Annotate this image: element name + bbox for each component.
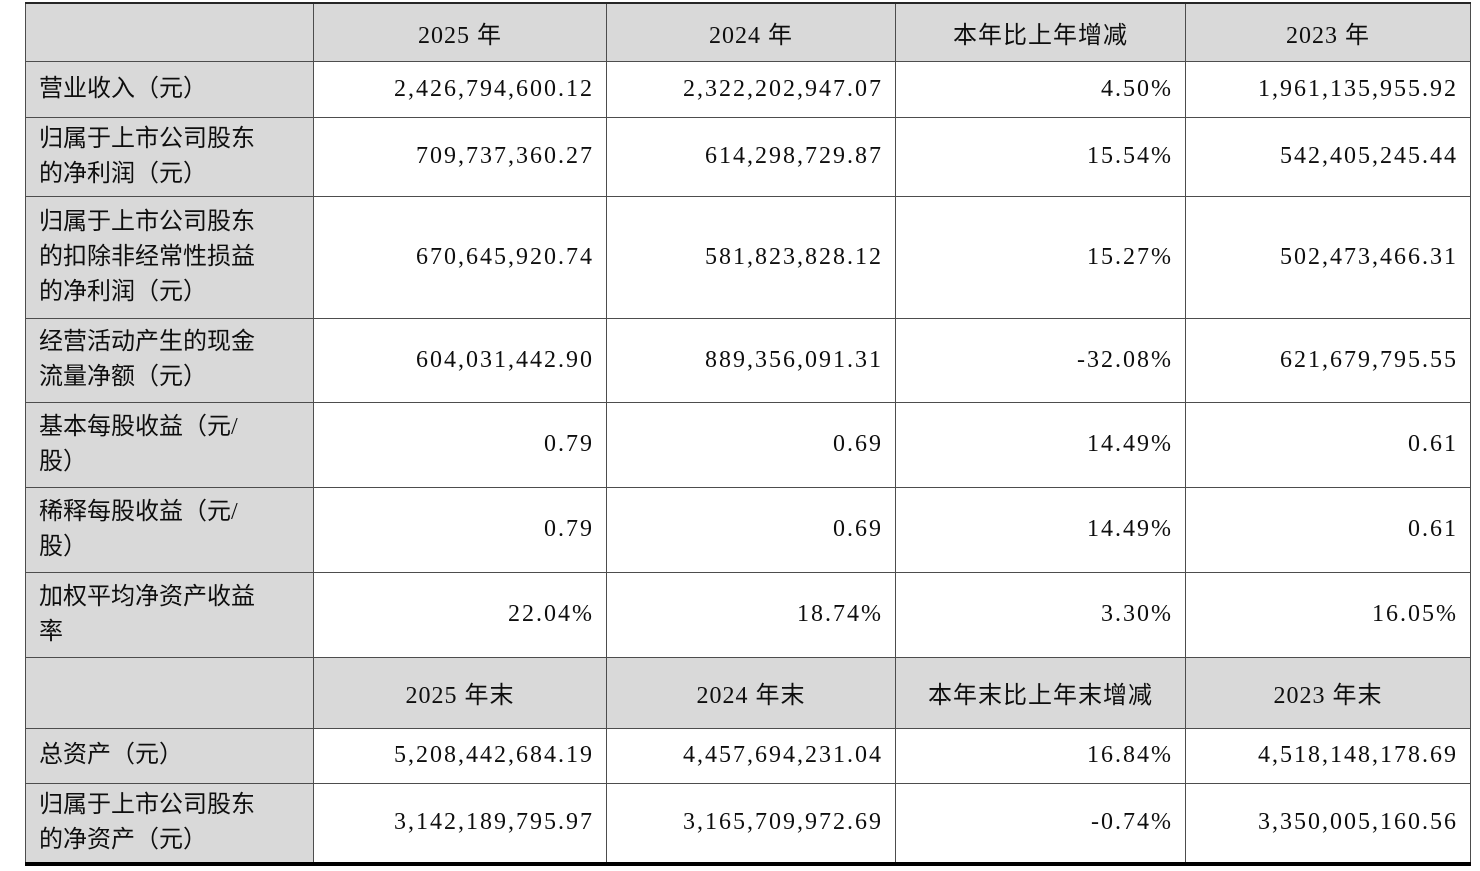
row-label: 稀释每股收益（元/ 股） <box>25 486 314 573</box>
value-cell: 3,142,189,795.97 <box>313 782 607 864</box>
value-cell: 5,208,442,684.19 <box>313 727 607 784</box>
value-cell: -0.74% <box>895 782 1186 864</box>
table-row-operating-cash-flow: 经营活动产生的现金 流量净额（元） 604,031,442.90 889,356… <box>25 317 1471 403</box>
value-cell: 18.74% <box>606 571 896 658</box>
row-label: 经营活动产生的现金 流量净额（元） <box>25 317 314 403</box>
table-row-total-assets: 总资产（元） 5,208,442,684.19 4,457,694,231.04… <box>25 727 1471 784</box>
row-label: 归属于上市公司股东 的净利润（元） <box>25 116 314 197</box>
value-cell: 16.05% <box>1185 571 1471 658</box>
table-row-revenue: 营业收入（元） 2,426,794,600.12 2,322,202,947.0… <box>25 60 1471 118</box>
table-row-net-profit-excl-nonrecurring: 归属于上市公司股东 的扣除非经常性损益 的净利润（元） 670,645,920.… <box>25 195 1471 319</box>
financial-summary-table: 2025 年 2024 年 本年比上年增减 2023 年 营业收入（元） 2,4… <box>25 2 1471 866</box>
row-label: 加权平均净资产收益 率 <box>25 571 314 658</box>
value-cell: 2,426,794,600.12 <box>313 60 607 118</box>
value-cell: 4,457,694,231.04 <box>606 727 896 784</box>
value-cell: 542,405,245.44 <box>1185 116 1471 197</box>
value-cell: 1,961,135,955.92 <box>1185 60 1471 118</box>
corner-cell <box>25 656 314 729</box>
value-cell: 15.27% <box>895 195 1186 319</box>
value-cell: 670,645,920.74 <box>313 195 607 319</box>
value-cell: 604,031,442.90 <box>313 317 607 403</box>
value-cell: 0.69 <box>606 401 896 488</box>
column-header-2025: 2025 年 <box>313 2 607 62</box>
value-cell: 15.54% <box>895 116 1186 197</box>
value-cell: 889,356,091.31 <box>606 317 896 403</box>
table-row-net-profit: 归属于上市公司股东 的净利润（元） 709,737,360.27 614,298… <box>25 116 1471 197</box>
row-label: 归属于上市公司股东 的净资产（元） <box>25 782 314 864</box>
value-cell: 4.50% <box>895 60 1186 118</box>
corner-cell <box>25 2 314 62</box>
value-cell: 14.49% <box>895 401 1186 488</box>
row-label: 总资产（元） <box>25 727 314 784</box>
row-label: 归属于上市公司股东 的扣除非经常性损益 的净利润（元） <box>25 195 314 319</box>
value-cell: 14.49% <box>895 486 1186 573</box>
column-header-yoy-end-change: 本年末比上年末增减 <box>895 656 1186 729</box>
value-cell: 0.61 <box>1185 486 1471 573</box>
value-cell: 3,350,005,160.56 <box>1185 782 1471 864</box>
value-cell: -32.08% <box>895 317 1186 403</box>
column-header-2024-end: 2024 年末 <box>606 656 896 729</box>
value-cell: 0.69 <box>606 486 896 573</box>
column-header-2024: 2024 年 <box>606 2 896 62</box>
row-label: 基本每股收益（元/ 股） <box>25 401 314 488</box>
value-cell: 0.79 <box>313 401 607 488</box>
value-cell: 3,165,709,972.69 <box>606 782 896 864</box>
value-cell: 0.61 <box>1185 401 1471 488</box>
table-row-weighted-avg-roe: 加权平均净资产收益 率 22.04% 18.74% 3.30% 16.05% <box>25 571 1471 658</box>
table-row-diluted-eps: 稀释每股收益（元/ 股） 0.79 0.69 14.49% 0.61 <box>25 486 1471 573</box>
value-cell: 0.79 <box>313 486 607 573</box>
year-end-header-row: 2025 年末 2024 年末 本年末比上年末增减 2023 年末 <box>25 656 1471 729</box>
value-cell: 2,322,202,947.07 <box>606 60 896 118</box>
value-cell: 502,473,466.31 <box>1185 195 1471 319</box>
column-header-2023-end: 2023 年末 <box>1185 656 1471 729</box>
table-row-basic-eps: 基本每股收益（元/ 股） 0.79 0.69 14.49% 0.61 <box>25 401 1471 488</box>
value-cell: 22.04% <box>313 571 607 658</box>
value-cell: 709,737,360.27 <box>313 116 607 197</box>
value-cell: 621,679,795.55 <box>1185 317 1471 403</box>
value-cell: 614,298,729.87 <box>606 116 896 197</box>
value-cell: 3.30% <box>895 571 1186 658</box>
column-header-2023: 2023 年 <box>1185 2 1471 62</box>
table-row-net-assets: 归属于上市公司股东 的净资产（元） 3,142,189,795.97 3,165… <box>25 782 1471 864</box>
row-label: 营业收入（元） <box>25 60 314 118</box>
column-header-2025-end: 2025 年末 <box>313 656 607 729</box>
value-cell: 581,823,828.12 <box>606 195 896 319</box>
value-cell: 16.84% <box>895 727 1186 784</box>
value-cell: 4,518,148,178.69 <box>1185 727 1471 784</box>
annual-header-row: 2025 年 2024 年 本年比上年增减 2023 年 <box>25 2 1471 62</box>
column-header-yoy-change: 本年比上年增减 <box>895 2 1186 62</box>
